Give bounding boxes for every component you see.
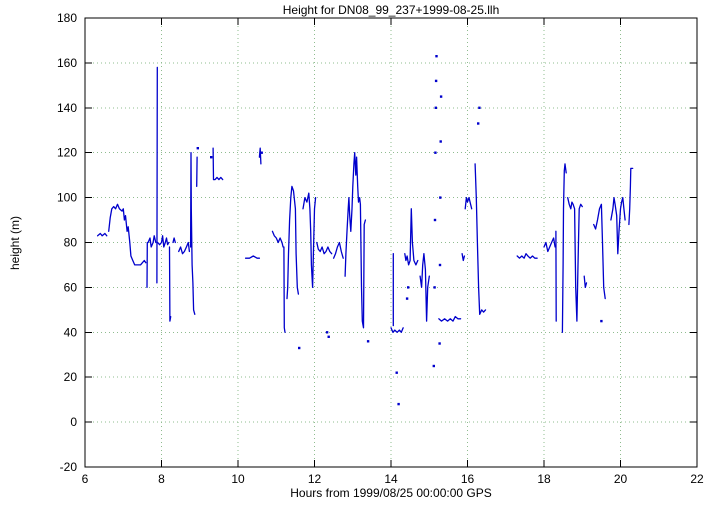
svg-text:160: 160 [57, 56, 77, 70]
svg-text:120: 120 [57, 146, 77, 160]
svg-text:22: 22 [690, 472, 704, 486]
svg-text:100: 100 [57, 191, 77, 205]
svg-text:0: 0 [70, 415, 77, 429]
svg-text:6: 6 [82, 472, 89, 486]
svg-text:20: 20 [64, 370, 78, 384]
svg-text:14: 14 [384, 472, 398, 486]
svg-text:80: 80 [64, 236, 78, 250]
x-axis-label: Hours from 1999/08/25 00:00:00 GPS [290, 486, 492, 500]
svg-text:40: 40 [64, 325, 78, 339]
svg-text:10: 10 [231, 472, 245, 486]
svg-text:12: 12 [308, 472, 322, 486]
svg-text:20: 20 [614, 472, 628, 486]
svg-text:60: 60 [64, 280, 78, 294]
chart-title: Height for DN08_99_237+1999-08-25.llh [282, 3, 500, 17]
svg-text:16: 16 [461, 472, 475, 486]
y-axis-label: height (m) [8, 215, 22, 271]
svg-text:18: 18 [537, 472, 551, 486]
svg-text:-20: -20 [60, 460, 78, 474]
svg-text:140: 140 [57, 101, 77, 115]
svg-text:8: 8 [158, 472, 165, 486]
svg-text:180: 180 [57, 11, 77, 25]
